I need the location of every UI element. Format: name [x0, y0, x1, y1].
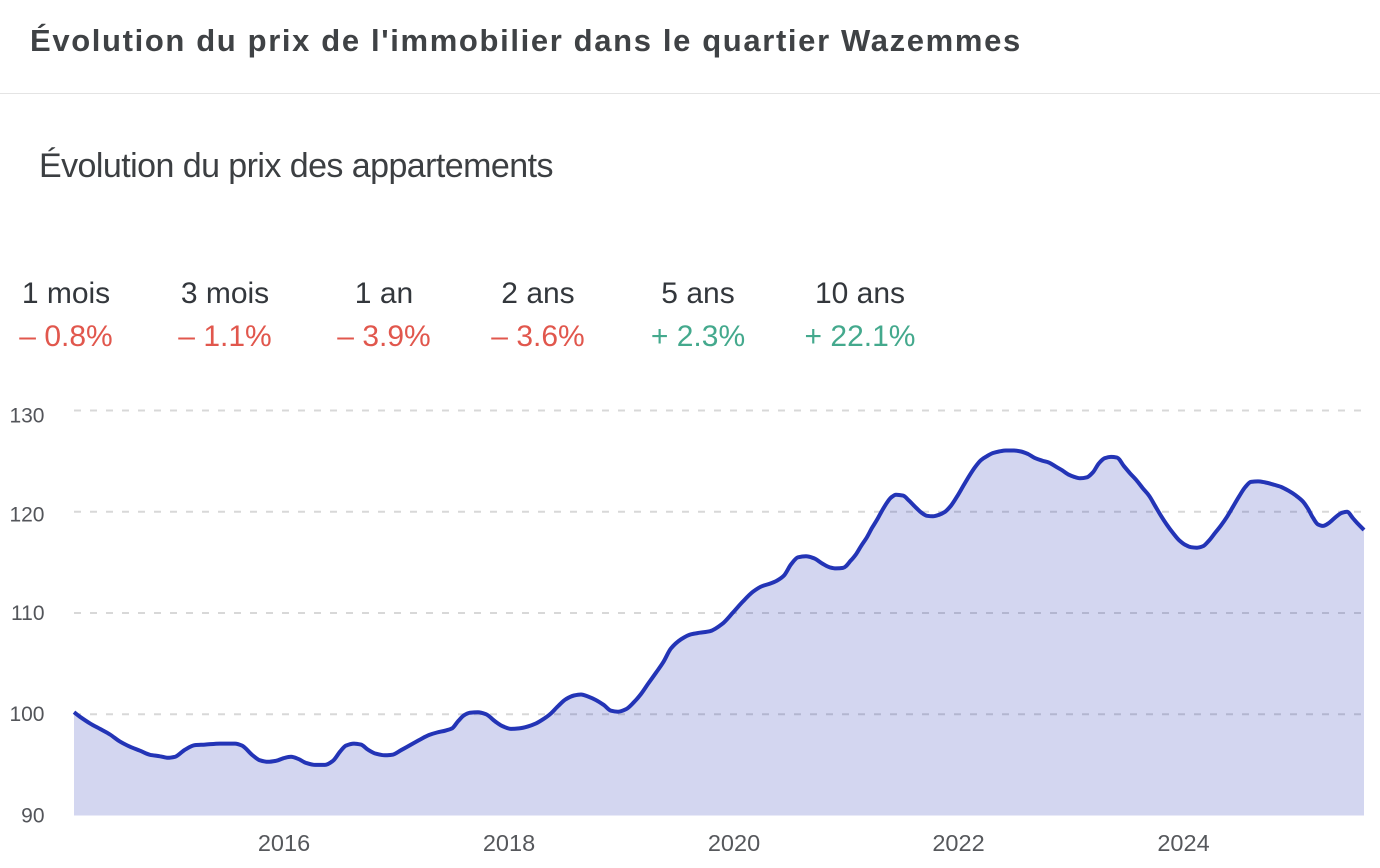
- svg-text:110: 110: [11, 602, 44, 625]
- svg-text:2018: 2018: [483, 830, 535, 856]
- svg-text:2016: 2016: [258, 830, 310, 856]
- svg-text:2022: 2022: [932, 830, 984, 856]
- svg-text:130: 130: [9, 404, 44, 427]
- svg-text:90: 90: [21, 804, 44, 827]
- svg-text:2024: 2024: [1157, 830, 1209, 856]
- svg-text:120: 120: [9, 503, 44, 526]
- svg-text:2020: 2020: [708, 830, 760, 856]
- svg-text:100: 100: [9, 703, 44, 726]
